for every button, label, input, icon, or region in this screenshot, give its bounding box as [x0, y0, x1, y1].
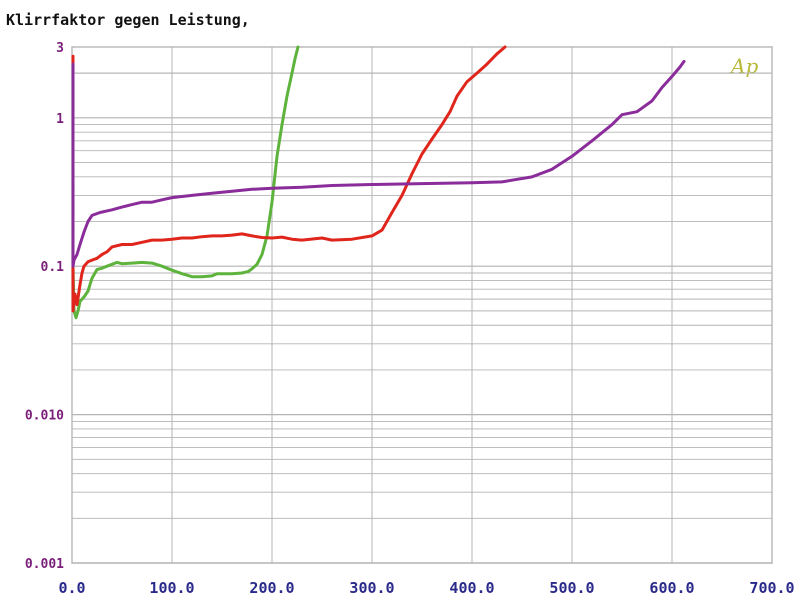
x-tick-label: 100.0 — [149, 579, 194, 597]
grid — [71, 46, 773, 564]
x-tick-label: 400.0 — [449, 579, 494, 597]
series-group — [71, 45, 686, 320]
x-tick-label: 200.0 — [249, 579, 294, 597]
series-line-1 — [71, 45, 300, 320]
y-tick-labels: 0.001 0.010 0.1 1 3 — [25, 41, 64, 572]
y-tick-label: 0.1 — [41, 260, 65, 275]
x-tick-label: 500.0 — [549, 579, 594, 597]
series-line-3 — [71, 59, 686, 268]
x-tick-label: 700.0 — [749, 579, 794, 597]
series-line-2 — [71, 45, 507, 313]
x-tick-label: 300.0 — [349, 579, 394, 597]
x-tick-label: 600.0 — [649, 579, 694, 597]
y-tick-label: 0.010 — [25, 409, 64, 424]
y-tick-label: 3 — [56, 41, 64, 56]
y-tick-label: 0.001 — [25, 557, 64, 572]
x-tick-labels: 0.0 100.0 200.0 300.0 400.0 500.0 600.0 700.0 — [58, 579, 794, 597]
x-tick-label: 0.0 — [58, 579, 85, 597]
ap-logo: Ap — [729, 54, 758, 78]
y-tick-label: 1 — [56, 112, 64, 127]
chart-title: Klirrfaktor gegen Leistung, — [6, 11, 250, 29]
